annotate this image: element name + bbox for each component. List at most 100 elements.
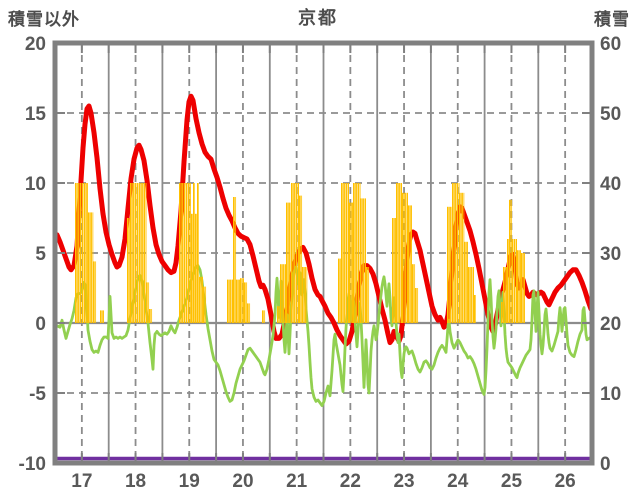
left-axis-tick-label: 20 (25, 34, 46, 55)
sunshine-bar (402, 192, 404, 323)
sunshine-bar (240, 278, 242, 323)
sunshine-bar (515, 239, 517, 323)
sunshine-bar (138, 183, 141, 323)
sunshine-bar (404, 192, 406, 323)
sunshine-bar (355, 183, 357, 323)
sunshine-bar (127, 218, 129, 323)
sunshine-bar (503, 267, 505, 323)
sunshine-bar (183, 183, 186, 323)
sunshine-bar (302, 267, 304, 323)
sunshine-bar (459, 192, 461, 323)
plot-frame (52, 40, 595, 466)
sunshine-bar (236, 279, 238, 323)
sunshine-bar (523, 253, 525, 323)
sunshine-bar (513, 239, 516, 323)
x-axis-tick-label: 19 (179, 471, 200, 492)
sunshine-bar (145, 183, 147, 323)
sunshine-bar (249, 303, 251, 323)
sunshine-bar (349, 202, 351, 323)
right-axis-tick-label: 60 (600, 34, 621, 55)
sunshine-bar (195, 213, 197, 323)
page-title: 京都 (298, 8, 338, 28)
right-axis-tick-label: 0 (600, 454, 611, 475)
sunshine-bar (132, 183, 134, 323)
sunshine-bar (191, 213, 193, 323)
sunshine-bar (417, 288, 419, 323)
sunshine-bar (77, 183, 79, 323)
sunshine-bar (519, 250, 521, 323)
sunshine-bar (185, 183, 188, 323)
sunshine-bar (262, 310, 264, 323)
right-axis-tick-label: 20 (600, 314, 621, 335)
sunshine-bar (197, 183, 199, 323)
sunshine-bar (474, 295, 476, 323)
sunshine-bar (282, 264, 284, 323)
sunshine-bar (468, 267, 470, 323)
sunshine-bar (190, 183, 191, 323)
sunshine-bar (81, 183, 84, 323)
sunshine-bar (351, 202, 353, 323)
sunshine-bar (338, 258, 340, 323)
sunshine-bar (286, 202, 288, 323)
sunshine-bar (406, 192, 408, 323)
sunshine-bar (394, 218, 396, 323)
sunshine-bar (449, 206, 451, 323)
sunshine-bar (229, 279, 231, 323)
sunshine-bar (343, 183, 345, 323)
sunshine-bar (345, 183, 348, 323)
sunshine-bar (452, 183, 454, 323)
sunshine-bar (368, 267, 370, 323)
sunshine-bar (347, 183, 349, 323)
sunshine-bar (353, 183, 355, 323)
x-axis-tick-label: 20 (232, 471, 253, 492)
sunshine-bar (201, 276, 203, 323)
sunshine-bar (400, 183, 402, 323)
sunshine-bar (470, 267, 472, 323)
sunshine-bar (461, 192, 463, 323)
left-axis-tick-label: 15 (25, 104, 47, 125)
sunshine-bar (451, 206, 453, 323)
sunshine-bar (246, 282, 248, 323)
sunshine-bar (392, 218, 394, 323)
sunshine-bar (146, 282, 148, 323)
sunshine-bar (134, 183, 137, 323)
sunshine-bar (306, 267, 308, 323)
x-axis-tick-label: 25 (501, 471, 523, 492)
sunshine-bar (454, 183, 456, 323)
left-axis-tick-label: 5 (35, 244, 46, 265)
x-axis-tick-label: 22 (340, 471, 361, 492)
sunshine-bar (357, 183, 360, 323)
sunshine-bar (304, 267, 306, 323)
sunshine-bar (366, 267, 368, 323)
x-axis-tick-label: 17 (71, 471, 92, 492)
sunshine-bar (129, 218, 131, 323)
sunshine-bar (360, 198, 362, 323)
sunshine-bar (102, 310, 104, 323)
sunshine-bar (148, 282, 150, 323)
sunshine-bar (149, 309, 151, 323)
sunshine-bar (187, 183, 190, 323)
sunshine-bar (511, 239, 514, 323)
left-axis-tick-label: -5 (29, 384, 46, 405)
right-axis-tick-label: 40 (600, 174, 621, 195)
sunshine-bar (290, 202, 292, 323)
sunshine-bar (86, 183, 88, 323)
sunshine-bar (301, 195, 303, 323)
sunshine-bar (141, 183, 143, 323)
sunshine-bar (284, 264, 286, 323)
sunshine-bar (90, 212, 92, 323)
sunshine-bar (130, 183, 132, 323)
sunshine-bar (227, 279, 229, 323)
sunshine-bar (75, 183, 77, 323)
sunshine-bar (415, 288, 417, 323)
sunshine-bar (95, 261, 97, 323)
sunshine-bar (280, 264, 282, 323)
sunshine-bar (414, 264, 416, 323)
sunshine-bar (507, 239, 509, 323)
sunshine-bar (179, 183, 181, 323)
sunshine-bar (231, 279, 233, 323)
sunshine-bar (464, 241, 466, 323)
sunshine-bar (509, 199, 511, 323)
x-axis-tick-label: 26 (555, 471, 576, 492)
